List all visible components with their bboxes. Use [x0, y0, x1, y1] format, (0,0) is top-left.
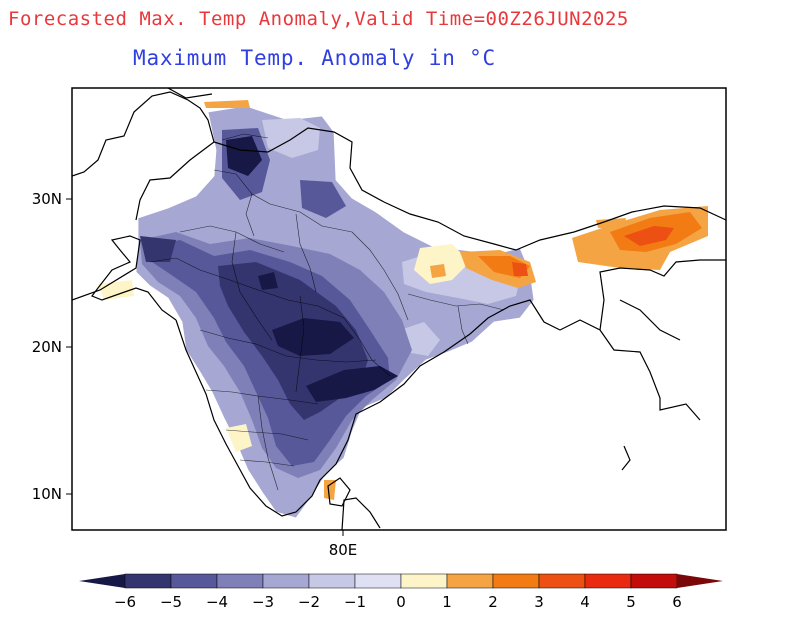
anomaly-patch-plus0	[226, 424, 252, 452]
anomaly-patch-minus5	[140, 236, 176, 262]
state-borders	[149, 133, 505, 491]
anomaly-core-minus6	[272, 318, 354, 356]
colorbar-arrow-low	[79, 574, 125, 588]
coastline-borders	[72, 88, 726, 530]
colorbar-swatch	[446, 573, 494, 589]
colorbar-swatch	[492, 573, 540, 589]
colorbar-swatch	[262, 573, 310, 589]
colorbar-swatch	[170, 573, 218, 589]
lat-label-30n: 30N	[32, 190, 62, 208]
colorbar-label: 1	[442, 593, 452, 611]
colorbar-label: 2	[488, 593, 498, 611]
anomaly-core-minus6	[306, 366, 398, 402]
anomaly-patch-plus0	[98, 280, 134, 300]
colorbar-swatch	[538, 573, 586, 589]
lat-axis: 30N 20N 10N	[32, 190, 72, 503]
anomaly-core-minus6	[258, 272, 278, 290]
colorbar-label: −1	[344, 593, 366, 611]
anomaly-patch-plus1	[204, 100, 250, 108]
colorbar-swatch	[630, 573, 678, 589]
colorbar-swatch	[584, 573, 632, 589]
lon-label-80e: 80E	[329, 541, 358, 559]
map-subtitle: Maximum Temp. Anomaly in °C	[133, 46, 496, 70]
colorbar-label: −6	[114, 593, 136, 611]
colorbar-label: 4	[580, 593, 590, 611]
colorbar-swatch	[354, 573, 402, 589]
lon-axis: 80E	[329, 530, 358, 559]
map-title: Forecasted Max. Temp Anomaly,Valid Time=…	[8, 8, 629, 30]
anomaly-patch-plus1	[430, 264, 446, 278]
anomaly-patch-plus3	[624, 226, 674, 246]
anomaly-core-minus6	[226, 136, 262, 176]
colorbar-swatch	[308, 573, 356, 589]
lat-label-20n: 20N	[32, 338, 62, 356]
colorbar-swatch	[400, 573, 448, 589]
anomaly-patch-plus1	[324, 480, 336, 500]
colorbar-label: 3	[534, 593, 544, 611]
anomaly-patch-plus1	[596, 218, 626, 228]
lat-label-10n: 10N	[32, 485, 62, 503]
colorbar: −6 −5 −4 −3 −2 −1 0 1 2 3 4 5 6	[79, 573, 723, 611]
colorbar-label: −2	[298, 593, 320, 611]
colorbar-label: 6	[672, 593, 682, 611]
colorbar-label: −4	[206, 593, 228, 611]
anomaly-patch-plus0	[414, 244, 470, 284]
anomaly-patch-plus3	[512, 262, 528, 276]
colorbar-arrow-high	[677, 574, 723, 588]
anomaly-patch-minus4	[300, 180, 346, 218]
colorbar-label: −3	[252, 593, 274, 611]
colorbar-swatch	[216, 573, 264, 589]
colorbar-label: 0	[396, 593, 406, 611]
colorbar-label: −5	[160, 593, 182, 611]
colorbar-swatch	[124, 573, 172, 589]
colorbar-label: 5	[626, 593, 636, 611]
